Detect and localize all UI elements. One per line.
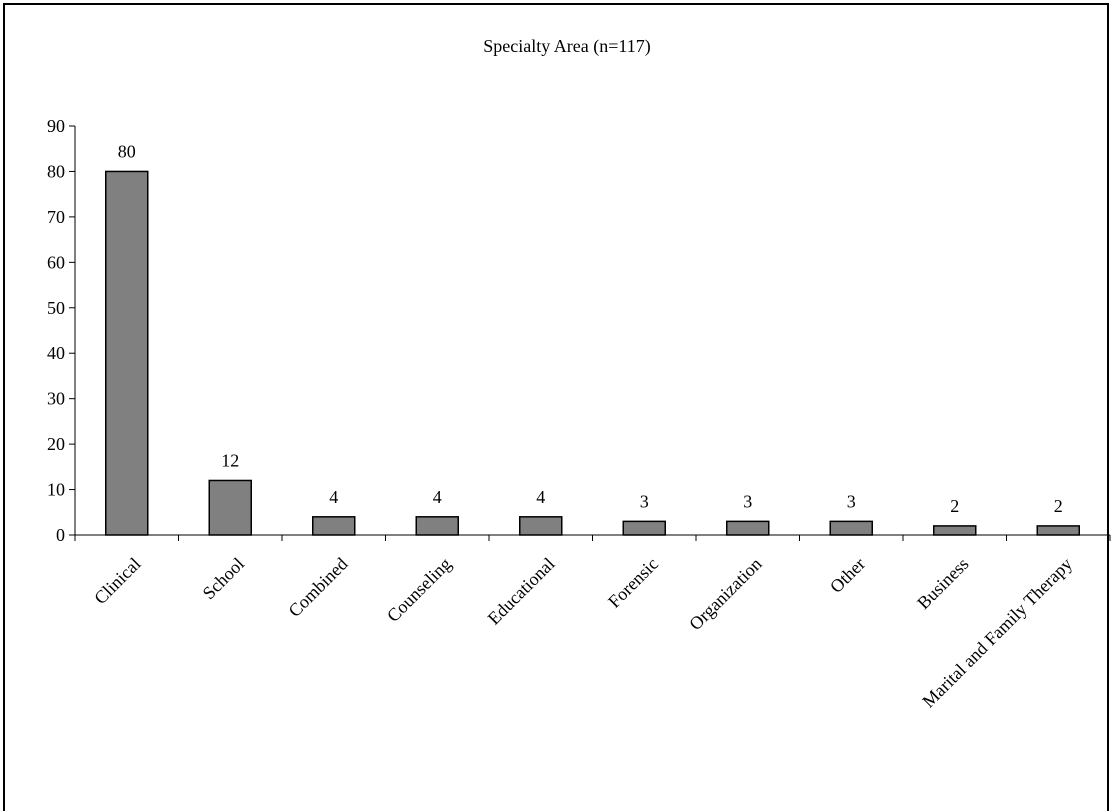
data-label: 4 [433, 487, 442, 507]
data-label: 2 [950, 496, 959, 516]
y-tick-label: 90 [47, 116, 65, 136]
bar [312, 516, 356, 536]
x-tick-label: Forensic [604, 554, 662, 612]
bar [829, 520, 873, 536]
bar [415, 516, 459, 536]
y-tick-label: 20 [47, 434, 65, 454]
data-label: 3 [847, 491, 856, 511]
chart-frame [3, 3, 1109, 811]
y-tick-label: 40 [47, 343, 65, 363]
bar [1036, 525, 1080, 536]
data-label: 4 [329, 487, 338, 507]
y-tick-label: 80 [47, 161, 65, 181]
y-tick-label: 30 [47, 389, 65, 409]
chart-title: Specialty Area (n=117) [483, 36, 650, 57]
x-tick-label: Clinical [90, 554, 144, 608]
data-label: 3 [640, 491, 649, 511]
y-tick-label: 70 [47, 207, 65, 227]
x-tick-label: Organization [685, 554, 765, 634]
data-label: 4 [536, 487, 545, 507]
bar [105, 170, 149, 536]
x-tick-label: Counseling [383, 554, 455, 626]
bars [105, 170, 1080, 536]
y-tick-label: 10 [47, 480, 65, 500]
bar [726, 520, 770, 536]
y-tick-label: 60 [47, 252, 65, 272]
y-tick-label: 50 [47, 298, 65, 318]
labels: 80 Clinical 12 School 4 Combined 4 Counseling 4 E… [90, 141, 1076, 711]
bar [622, 520, 666, 536]
data-label: 3 [743, 491, 752, 511]
x-tick-label: School [199, 554, 249, 604]
bar [208, 479, 252, 536]
x-tick-label: Business [913, 554, 972, 613]
y-tick-label: 0 [56, 525, 65, 545]
axes: 0 10 20 30 40 50 60 70 80 90 [47, 116, 1111, 545]
x-tick-label: Educational [484, 554, 559, 629]
data-label: 12 [221, 450, 239, 470]
x-tick-label: Other [826, 554, 869, 597]
data-label: 2 [1054, 496, 1063, 516]
bar [519, 516, 563, 536]
x-tick-label: Combined [284, 554, 351, 621]
bar [933, 525, 977, 536]
data-label: 80 [118, 141, 136, 161]
